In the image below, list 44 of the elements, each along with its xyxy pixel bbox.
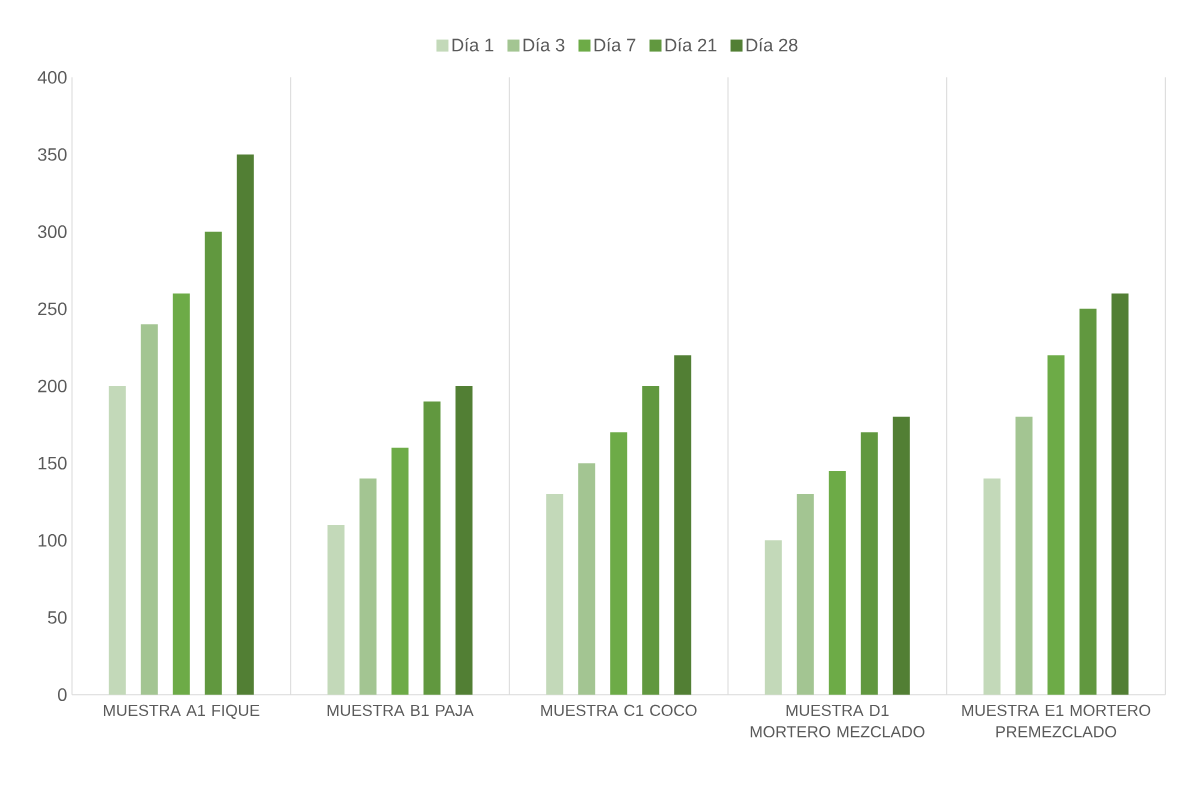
bar bbox=[108, 386, 126, 695]
bar bbox=[1079, 308, 1097, 695]
x-tick-label: MUESTRA B1 PAJA bbox=[327, 704, 474, 717]
legend-label: Día 7 bbox=[594, 38, 636, 52]
y-tick-label: 0 bbox=[57, 688, 67, 702]
bar bbox=[642, 386, 660, 695]
bar bbox=[359, 478, 377, 695]
y-tick-label: 300 bbox=[37, 225, 67, 239]
legend-label: Día 3 bbox=[523, 38, 565, 52]
legend-label: Día 1 bbox=[452, 38, 494, 52]
bar bbox=[455, 386, 473, 695]
bar bbox=[327, 525, 345, 695]
bar bbox=[236, 154, 254, 695]
legend-label: Día 21 bbox=[665, 38, 717, 52]
bar bbox=[764, 540, 782, 695]
bar bbox=[423, 401, 441, 695]
y-tick-label: 200 bbox=[38, 379, 67, 393]
bar bbox=[983, 478, 1001, 695]
bar bbox=[391, 447, 409, 695]
bar bbox=[204, 231, 222, 695]
x-tick-label: MUESTRA D1 MORTERO MEZCLADO bbox=[750, 704, 925, 738]
bar bbox=[892, 417, 910, 695]
bar bbox=[1047, 355, 1065, 695]
y-tick-label: 50 bbox=[47, 611, 67, 625]
x-tick-label: MUESTRA E1 MORTERO PREMEZCLADO bbox=[962, 704, 1151, 738]
bar bbox=[140, 324, 158, 695]
bar bbox=[1111, 293, 1129, 695]
legend-label: Día 28 bbox=[746, 38, 798, 52]
bar bbox=[1015, 417, 1033, 695]
y-tick-label: 250 bbox=[38, 302, 67, 316]
bar bbox=[172, 293, 190, 695]
x-tick-label: MUESTRA C1 COCO bbox=[541, 704, 697, 717]
bar bbox=[578, 463, 596, 695]
y-tick-label: 100 bbox=[38, 534, 67, 547]
bar bbox=[860, 432, 878, 695]
bar bbox=[828, 471, 846, 695]
bar bbox=[546, 494, 564, 695]
bar bbox=[674, 355, 692, 695]
bar bbox=[796, 494, 814, 695]
x-tick-label: MUESTRA A1 FIQUE bbox=[103, 704, 260, 720]
bar bbox=[610, 432, 628, 695]
y-tick-label: 350 bbox=[37, 148, 67, 162]
y-tick-label: 400 bbox=[37, 71, 67, 84]
y-tick-label: 150 bbox=[38, 456, 67, 470]
